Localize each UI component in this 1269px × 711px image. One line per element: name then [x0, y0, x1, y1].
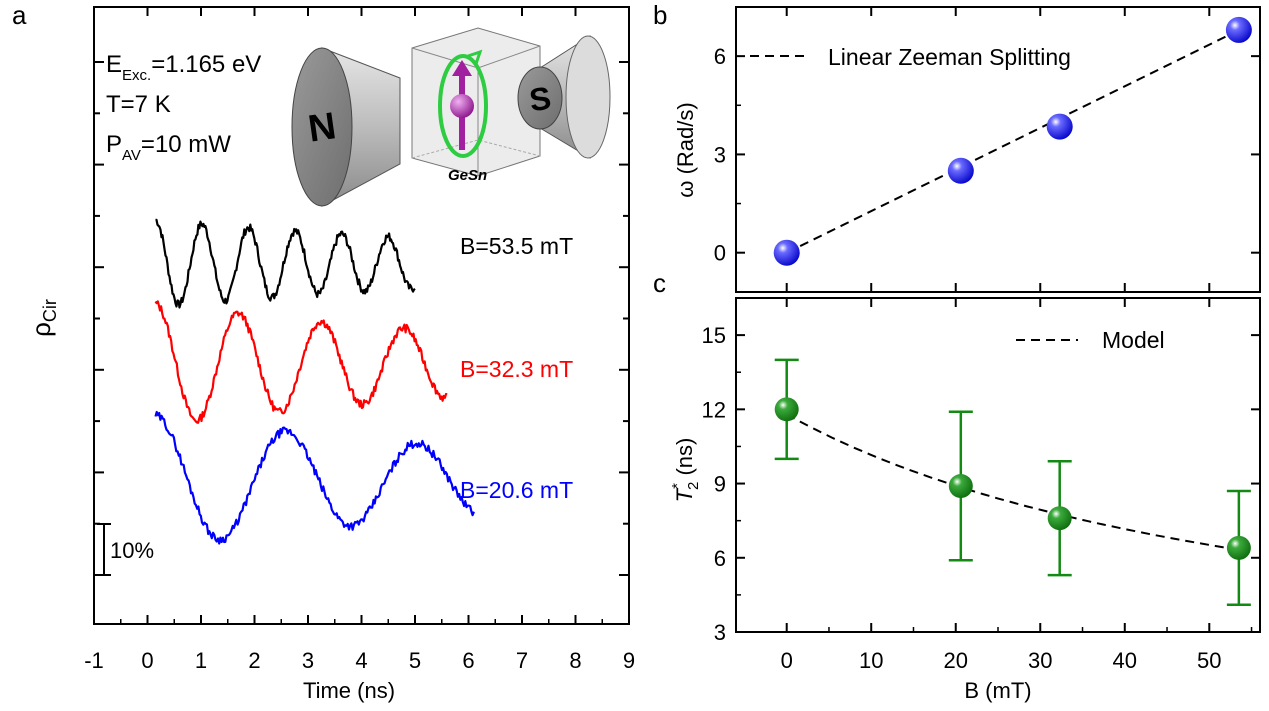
panel-c-x-tick-label: 40 [1113, 648, 1137, 673]
panel-c-y-axis: 3 6 9 12 15 [702, 323, 1260, 645]
legend-label-linear-zeeman: Linear Zeeman Splitting [828, 44, 1071, 70]
panel-b-legend: Linear Zeeman Splitting [750, 44, 1071, 70]
scale-bar-label: 10% [110, 538, 154, 563]
panel-a-x-axis: -1 0 1 2 3 4 5 6 7 8 9 [84, 7, 635, 673]
scale-bar: 10% [97, 523, 154, 576]
panel-b-plot [773, 16, 1252, 266]
panel-c: c 0 10 20 30 40 50 3 6 9 12 15 B (mT) T*2 (ns) Mo… [653, 268, 1261, 703]
power-label: PAV=10 mW [106, 131, 231, 164]
panel-c-x-tick-label: 30 [1028, 648, 1052, 673]
sample-label: GeSn [448, 167, 487, 184]
omega-data-point [773, 239, 800, 266]
panel-a-x-tick-label: 3 [302, 648, 314, 673]
panel-a-x-tick-label: 1 [195, 648, 207, 673]
t2-data-point-group [774, 358, 799, 461]
t2-data-point [1047, 506, 1072, 531]
panel-a-label: a [12, 0, 27, 30]
south-magnet-face [517, 66, 563, 130]
model-fit-curve [786, 413, 1240, 551]
panel-c-label: c [653, 268, 666, 298]
panel-c-y-axis-title: T*2 (ns) [669, 438, 702, 503]
omega-data-point [1046, 113, 1073, 140]
panel-a-x-tick-label: 6 [462, 648, 474, 673]
panel-c-y-tick-label: 3 [714, 620, 726, 645]
panel-a-x-tick-label: 4 [355, 648, 367, 673]
panel-c-x-axis: 0 10 20 30 40 50 [781, 298, 1253, 673]
series-label-20-6mT: B=20.6 mT [460, 477, 573, 503]
panel-a-y-axis-title: ρCir [26, 299, 60, 337]
panel-a-x-axis-title: Time (ns) [303, 678, 395, 703]
panel-c-plot [774, 358, 1251, 607]
panel-b-x-axis [785, 7, 1211, 292]
south-pole-label: S [527, 80, 553, 119]
t2-data-point [1226, 535, 1251, 560]
panel-b-label: b [653, 0, 667, 30]
panel-c-legend: Model [1016, 327, 1165, 353]
panel-a-x-tick-label: -1 [84, 648, 104, 673]
panel-c-x-tick-label: 0 [781, 648, 793, 673]
trace-53-5mT [155, 218, 416, 309]
temperature-label: T=7 K [106, 91, 171, 118]
t2-data-point-group [1226, 489, 1251, 607]
t2-data-point [948, 474, 973, 499]
south-magnet-back [565, 35, 611, 159]
precession-orbit [438, 54, 488, 158]
excitation-energy-label: EExc.=1.165 eV [106, 51, 261, 84]
panel-a: a -1 0 1 2 3 4 5 6 7 8 9 Time (ns) ρCir EExc.=1.16… [12, 0, 635, 703]
panel-b-y-axis: 0 3 6 [714, 44, 1260, 266]
north-magnet-face [291, 47, 353, 207]
conditions-block: EExc.=1.165 eV T=7 K PAV=10 mW [106, 51, 261, 164]
trace-20-6mT [154, 410, 475, 545]
panel-b-y-tick-label: 6 [714, 44, 726, 69]
panel-a-x-tick-label: 8 [569, 648, 581, 673]
linear-zeeman-fit-line [786, 29, 1240, 254]
panel-c-y-tick-label: 12 [702, 397, 726, 422]
panel-c-y-tick-label: 6 [714, 546, 726, 571]
panel-a-x-tick-label: 9 [623, 648, 635, 673]
panel-a-traces [154, 218, 475, 545]
trace-32-3mT [154, 300, 448, 424]
omega-data-point [1225, 16, 1252, 43]
t2-data-point-group [948, 410, 973, 562]
electron-spin-sphere [450, 94, 474, 118]
panel-b-y-tick-label: 3 [714, 142, 726, 167]
panel-a-x-tick-label: 5 [409, 648, 421, 673]
legend-label-model: Model [1102, 327, 1165, 353]
panel-c-x-tick-label: 10 [859, 648, 883, 673]
magnet-illustration: N GeSn S [291, 27, 611, 207]
t2-data-point [774, 397, 799, 422]
series-label-53-5mT: B=53.5 mT [460, 233, 573, 259]
omega-data-point [947, 157, 974, 184]
panel-b-y-tick-label: 0 [714, 241, 726, 266]
panel-b-frame [735, 6, 1261, 293]
panel-c-y-tick-label: 15 [702, 323, 726, 348]
panel-b-y-axis-title: ω (Rad/s) [673, 102, 698, 197]
precession-arrow-icon [467, 49, 483, 65]
panel-b: b 0 3 6 ω (Rad/s) Linear Zeeman Splitting [653, 0, 1261, 293]
north-pole-label: N [306, 105, 339, 150]
panel-a-x-tick-label: 7 [516, 648, 528, 673]
panel-c-frame [735, 297, 1261, 633]
series-label-32-3mT: B=32.3 mT [460, 356, 573, 382]
panel-c-y-tick-label: 9 [714, 472, 726, 497]
panel-c-x-tick-label: 20 [943, 648, 967, 673]
panel-c-x-tick-label: 50 [1197, 648, 1221, 673]
panel-a-x-tick-label: 2 [248, 648, 260, 673]
panel-c-x-axis-title: B (mT) [964, 678, 1031, 703]
panel-a-x-tick-label: 0 [141, 648, 153, 673]
spin-arrowhead-icon [452, 60, 472, 76]
t2-data-point-group [1047, 460, 1072, 577]
